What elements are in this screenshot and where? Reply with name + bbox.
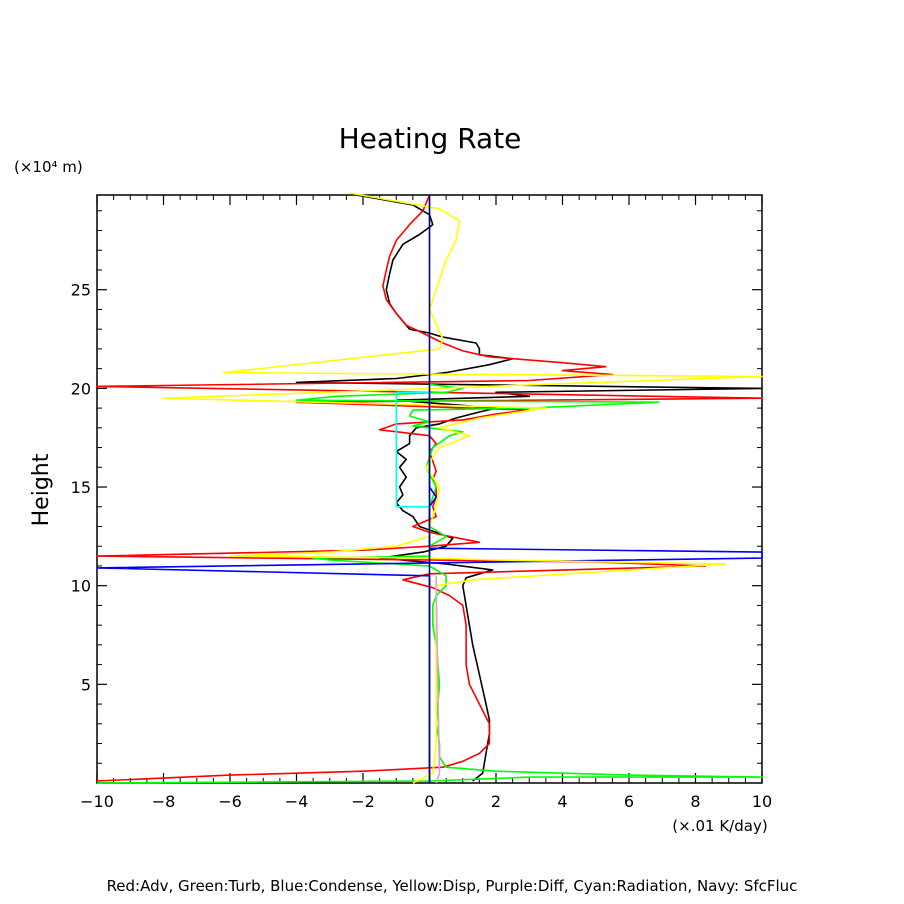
x-tick-label: −8 [152, 792, 176, 811]
y-tick-label: 5 [81, 675, 91, 694]
x-tick-label: 10 [752, 792, 772, 811]
x-axis-unit: (×.01 K/day) [672, 817, 767, 835]
plot-area: −10 −8 −6 −4 −2 0 2 4 6 8 10 5 10 15 20 25 [71, 192, 773, 811]
y-tick-label: 20 [71, 379, 91, 398]
x-tick-label: −10 [80, 792, 114, 811]
y-axis-unit: (×10⁴ m) [14, 158, 83, 176]
x-tick-label: 4 [557, 792, 567, 811]
y-tick-label: 25 [71, 281, 91, 300]
x-tick-label: 0 [424, 792, 434, 811]
y-tick-label: 15 [71, 478, 91, 497]
x-tick-label: 8 [690, 792, 700, 811]
series-line-disp [162, 192, 763, 784]
legend-text: Red:Adv, Green:Turb, Blue:Condense, Yell… [107, 877, 798, 895]
x-tick-label: 6 [624, 792, 634, 811]
y-axis-label: Height [29, 453, 54, 526]
axis-tick-labels: −10 −8 −6 −4 −2 0 2 4 6 8 10 5 10 15 20 25 [71, 281, 773, 811]
y-tick-label: 10 [71, 577, 91, 596]
series-lines [96, 192, 763, 784]
series-line-net [295, 194, 763, 782]
x-tick-label: −2 [351, 792, 375, 811]
x-tick-label: −6 [218, 792, 242, 811]
chart-title: Heating Rate [339, 122, 522, 155]
x-tick-label: 2 [491, 792, 501, 811]
series-line-diff [435, 575, 441, 784]
x-tick-label: −4 [285, 792, 309, 811]
